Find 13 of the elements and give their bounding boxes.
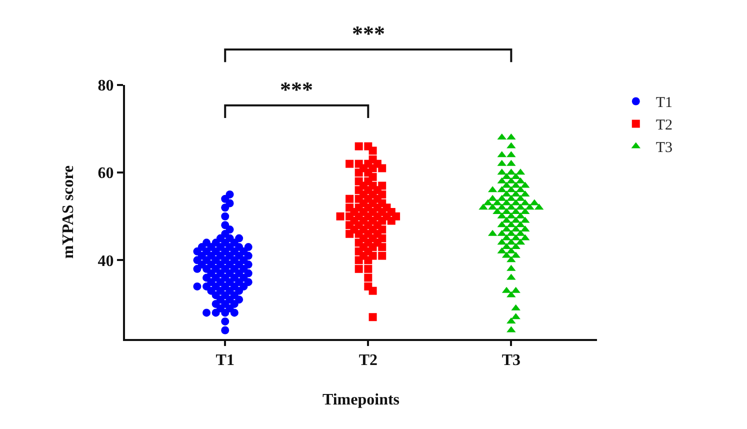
x-tick-label: T1: [216, 352, 234, 370]
text: ***: [352, 21, 385, 46]
legend-label: T2: [656, 118, 673, 134]
legend-label: T3: [656, 140, 673, 156]
y-tick-label: 60: [98, 165, 114, 182]
x-axis-title: Timepoints: [322, 391, 400, 408]
annotation: ***: [280, 77, 313, 102]
y-axis-title: mYPAS score: [60, 165, 78, 259]
y-tick-label: 80: [98, 78, 114, 95]
legend-label: T1: [656, 95, 673, 112]
y-tick-label: 40: [98, 252, 114, 270]
x-tick-label: T3: [502, 352, 521, 370]
x-tick-label: T2: [358, 352, 378, 370]
